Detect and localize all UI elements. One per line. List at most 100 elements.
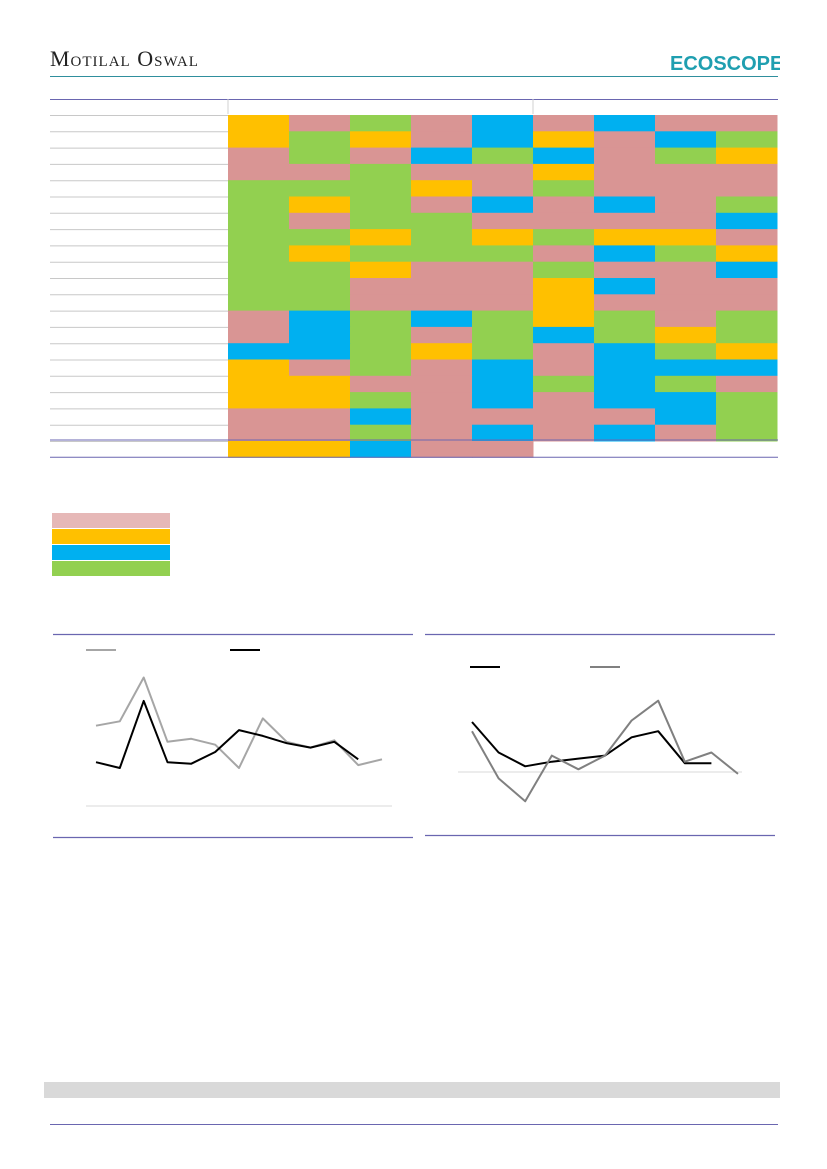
heatmap-cell (655, 375, 717, 393)
heatmap-cell (228, 115, 290, 132)
heatmap-cell (655, 229, 717, 246)
heatmap-cell (472, 245, 534, 263)
heatmap-cell (594, 343, 656, 360)
heatmap-cell (655, 261, 717, 279)
heatmap-cell (411, 147, 473, 165)
heatmap-cell (594, 359, 656, 377)
heatmap-cell (228, 343, 290, 360)
heatmap-cell (350, 408, 412, 426)
heatmap-cell (228, 147, 290, 165)
legend-swatch-pink (52, 513, 170, 528)
heatmap-cell (594, 310, 656, 328)
heatmap-cell (411, 180, 473, 197)
heatmap-cell (716, 310, 778, 328)
heatmap-cell (350, 343, 412, 360)
heatmap-cell (716, 408, 778, 426)
heatmap-cell (289, 294, 351, 312)
heatmap-cell (411, 392, 473, 409)
heatmap-cell (655, 131, 717, 149)
heatmap-cell (289, 212, 351, 230)
heatmap-cell (655, 310, 717, 328)
heatmap-cell (289, 196, 351, 214)
heatmap-cell (411, 278, 473, 295)
heatmap-cell (289, 163, 351, 181)
heatmap-cell (716, 229, 778, 246)
line-chart-left (53, 633, 413, 839)
ecoscope-logo: ECOSCOPE (670, 53, 780, 75)
heatmap-cell (594, 147, 656, 165)
heatmap-cell (533, 343, 595, 360)
heatmap-cell (716, 261, 778, 279)
heatmap-cell (655, 408, 717, 426)
heatmap-cell (289, 343, 351, 360)
heatmap-cell (289, 229, 351, 246)
footer-rule (50, 1124, 778, 1125)
heatmap-cell (228, 310, 290, 328)
heatmap-cell (655, 343, 717, 360)
heatmap-cell (472, 147, 534, 165)
heatmap-cell (533, 278, 595, 295)
heatmap-table (50, 99, 778, 458)
line-chart-right (425, 633, 775, 837)
heatmap-cell (594, 261, 656, 279)
heatmap-cell (228, 261, 290, 279)
heatmap-cell (350, 196, 412, 214)
heatmap-cell (716, 180, 778, 197)
heatmap-cell (533, 326, 595, 344)
heatmap-cell (594, 212, 656, 230)
heatmap-cell (289, 310, 351, 328)
heatmap-cell (594, 278, 656, 295)
heatmap-cell (350, 147, 412, 165)
heatmap-cell (472, 424, 534, 442)
heatmap-cell (350, 261, 412, 279)
heatmap-cell (411, 261, 473, 279)
heatmap-cell (228, 392, 290, 409)
heatmap-cell (228, 245, 290, 263)
heatmap-cell (716, 278, 778, 295)
heatmap-cell (716, 212, 778, 230)
heatmap-cell (716, 245, 778, 263)
heatmap-cell (411, 441, 473, 458)
legend-swatch-blue (52, 545, 170, 560)
heatmap-cell (350, 441, 412, 458)
heatmap-cell (289, 424, 351, 442)
heatmap-cell (594, 375, 656, 393)
heatmap-cell (533, 163, 595, 181)
heatmap-cell (289, 147, 351, 165)
heatmap-cell (594, 424, 656, 442)
heatmap-cell (594, 245, 656, 263)
heatmap-cell (411, 310, 473, 328)
heatmap-cell (533, 261, 595, 279)
heatmap-cell (411, 196, 473, 214)
heatmap-cell (411, 408, 473, 426)
heatmap-cell (594, 392, 656, 409)
heatmap-cell (533, 229, 595, 246)
heatmap-cell (228, 375, 290, 393)
heatmap-cell (472, 115, 534, 132)
heatmap-cell (350, 294, 412, 312)
series-line-2 (471, 699, 739, 803)
heatmap-cell (411, 343, 473, 360)
heatmap-cell (472, 229, 534, 246)
heatmap-cell (655, 359, 717, 377)
heatmap-cell (228, 441, 290, 458)
heatmap-cell (411, 375, 473, 393)
heatmap-cell (350, 326, 412, 344)
heatmap-cell (533, 359, 595, 377)
heatmap-cell (472, 163, 534, 181)
heatmap-cell (594, 131, 656, 149)
heatmap-cell (655, 115, 717, 132)
heatmap-cell (472, 441, 534, 458)
heatmap-cell (411, 229, 473, 246)
heatmap-cell (228, 326, 290, 344)
heatmap-cell (228, 163, 290, 181)
heatmap-cell (289, 441, 351, 458)
heatmap-cell (228, 359, 290, 377)
heatmap-cell (289, 408, 351, 426)
heatmap-cell (228, 408, 290, 426)
heatmap-cell (594, 408, 656, 426)
heatmap-cell (411, 359, 473, 377)
heatmap-cell (472, 131, 534, 149)
heatmap-cell (228, 424, 290, 442)
heatmap-cell (716, 359, 778, 377)
